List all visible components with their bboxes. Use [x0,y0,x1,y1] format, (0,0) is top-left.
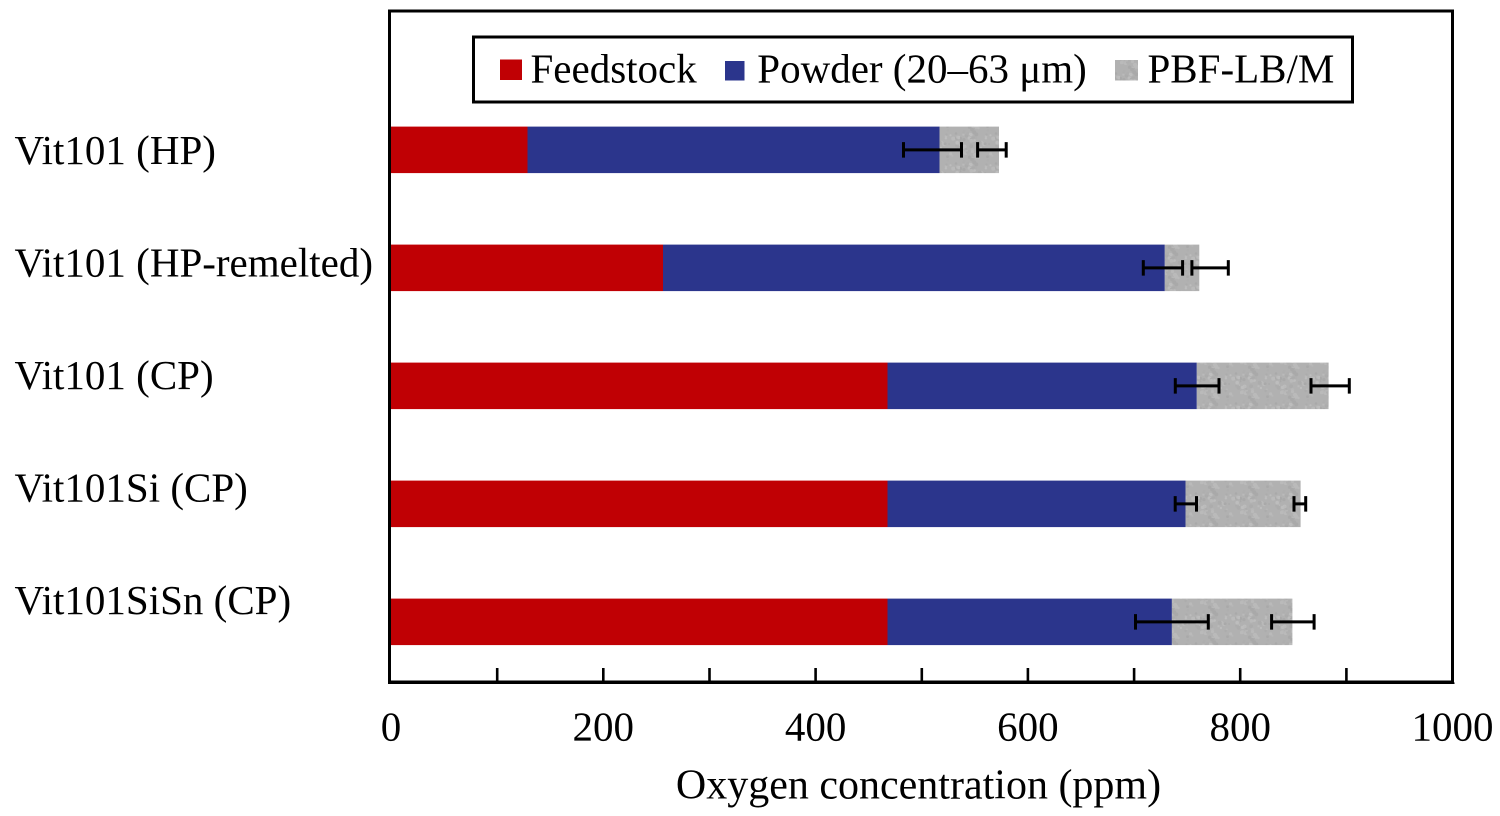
svg-text:Vit101SiSn (CP): Vit101SiSn (CP) [15,577,292,623]
svg-text:Oxygen concentration (ppm): Oxygen concentration (ppm) [676,762,1161,808]
svg-text:600: 600 [997,704,1059,750]
svg-text:400: 400 [785,704,847,750]
svg-text:Vit101 (HP): Vit101 (HP) [15,127,216,173]
svg-text:Vit101 (CP): Vit101 (CP) [15,352,214,398]
svg-text:200: 200 [573,704,635,750]
svg-text:1000: 1000 [1412,704,1494,750]
svg-text:800: 800 [1209,704,1271,750]
svg-text:PBF-LB/M: PBF-LB/M [1148,45,1335,91]
svg-text:Vit101 (HP-remelted): Vit101 (HP-remelted) [15,240,373,286]
svg-text:Powder (20–63 μm): Powder (20–63 μm) [757,45,1086,91]
svg-text:0: 0 [381,704,402,750]
svg-text:Feedstock: Feedstock [531,45,698,91]
svg-text:Vit101Si (CP): Vit101Si (CP) [15,465,248,511]
